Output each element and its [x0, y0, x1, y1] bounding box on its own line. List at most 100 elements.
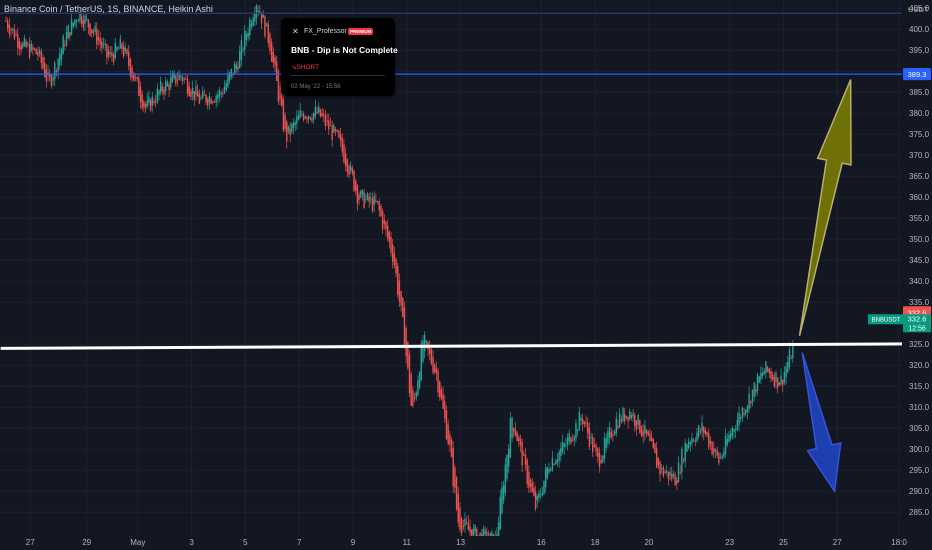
card-divider [291, 75, 385, 76]
candle-body [657, 458, 660, 466]
candle-body [331, 125, 333, 140]
time-axis[interactable]: 27 29 May 3 5 7 9 11 13 16 18 20 23 25 27 18:0 [26, 538, 908, 547]
price-axis[interactable]: 405.0400.0395.0390.0385.0380.0375.0370.0… [908, 4, 930, 517]
candle-body [10, 29, 12, 31]
price-tick-label: 355.0 [909, 214, 930, 223]
time-tick-label: 5 [243, 538, 248, 547]
candle-body [766, 366, 769, 372]
time-tick-label: May [130, 538, 145, 547]
candle-body [193, 90, 195, 100]
candle-body [425, 340, 428, 343]
candle-body [647, 431, 649, 436]
candle-body [518, 436, 520, 441]
candle-body [122, 46, 125, 57]
candle-body [539, 494, 542, 496]
candle-body [484, 530, 486, 535]
candle-body [635, 420, 638, 430]
candle-body [659, 461, 661, 475]
candle-body [84, 16, 86, 24]
candle-body [714, 449, 717, 451]
candle-body [734, 429, 737, 431]
candle-body [756, 374, 759, 391]
idea-author[interactable]: FX_Professor [304, 28, 347, 35]
candle-body [511, 417, 513, 439]
candle-body [237, 66, 239, 70]
candle-body [711, 442, 713, 455]
candle-body [513, 427, 515, 432]
candle-body [102, 44, 105, 46]
candle-body [561, 441, 564, 453]
candle-body [731, 427, 733, 436]
candle-body [80, 16, 83, 24]
candle-body [126, 49, 128, 54]
candle-body [630, 415, 633, 419]
candle-body [247, 33, 249, 37]
candle-body [104, 43, 106, 45]
candle-body [509, 418, 512, 458]
candle-body [124, 47, 127, 52]
price-tick-label: 335.0 [909, 298, 930, 307]
candle-body [600, 460, 602, 464]
candle-body [82, 20, 85, 28]
candle-body [32, 47, 34, 50]
candle-body [148, 96, 150, 104]
candle-body [395, 259, 397, 274]
price-tick-label: 405.0 [909, 4, 930, 13]
price-axis-panel[interactable] [902, 0, 932, 550]
candle-body [101, 41, 103, 49]
candle-body [580, 417, 582, 422]
price-tick-label: 375.0 [909, 130, 930, 139]
candle-body [780, 375, 782, 385]
candle-body [672, 473, 675, 477]
candle-body [40, 51, 43, 63]
candle-body [23, 38, 26, 46]
candle-body [358, 194, 360, 201]
candle-body [230, 68, 232, 77]
time-tick-label: 16 [537, 538, 546, 547]
candle-body [771, 374, 774, 380]
candle-body [203, 94, 206, 96]
candle-body [250, 23, 253, 28]
candle-body [721, 455, 723, 458]
candle-body [740, 417, 742, 419]
candle-body [788, 349, 791, 368]
candle-body [254, 13, 256, 22]
idea-card[interactable]: ✕ FX_Professor PREMIUM BNB - Dip is Not … [281, 18, 398, 96]
candle-body [583, 421, 586, 424]
candle-body [348, 165, 350, 175]
candle-body [459, 507, 461, 530]
candle-body [252, 17, 254, 26]
price-tick-label: 310.0 [909, 403, 930, 412]
candle-body [593, 444, 596, 447]
candle-body [398, 280, 401, 302]
candle-body [121, 43, 123, 49]
time-axis-panel[interactable] [0, 536, 932, 550]
candle-body [467, 522, 470, 531]
candle-body [116, 47, 118, 51]
candle-body [587, 422, 589, 434]
candle-body [417, 380, 419, 396]
candle-body [785, 366, 787, 378]
idea-direction: ↘SHORT [291, 63, 319, 71]
candle-body [329, 125, 332, 127]
candle-body [62, 35, 64, 55]
candle-body [94, 26, 96, 33]
candle-body [790, 358, 792, 360]
candle-body [318, 106, 320, 113]
candle-body [52, 77, 54, 81]
price-tick-label: 400.0 [909, 25, 930, 34]
drawing-lines [0, 12, 926, 350]
idea-title[interactable]: BNB - Dip is Not Complete [291, 45, 398, 55]
price-tick-label: 320.0 [909, 361, 930, 370]
candle-body [328, 120, 330, 130]
price-tick-label: 295.0 [909, 466, 930, 475]
candle-body [213, 101, 216, 103]
candle-body [699, 431, 702, 433]
price-tick-label: 325.0 [909, 340, 930, 349]
candle-body [588, 428, 591, 447]
candle-body [682, 460, 685, 462]
candle-body [200, 97, 202, 99]
candle-body [748, 393, 750, 409]
candle-body [133, 72, 135, 81]
